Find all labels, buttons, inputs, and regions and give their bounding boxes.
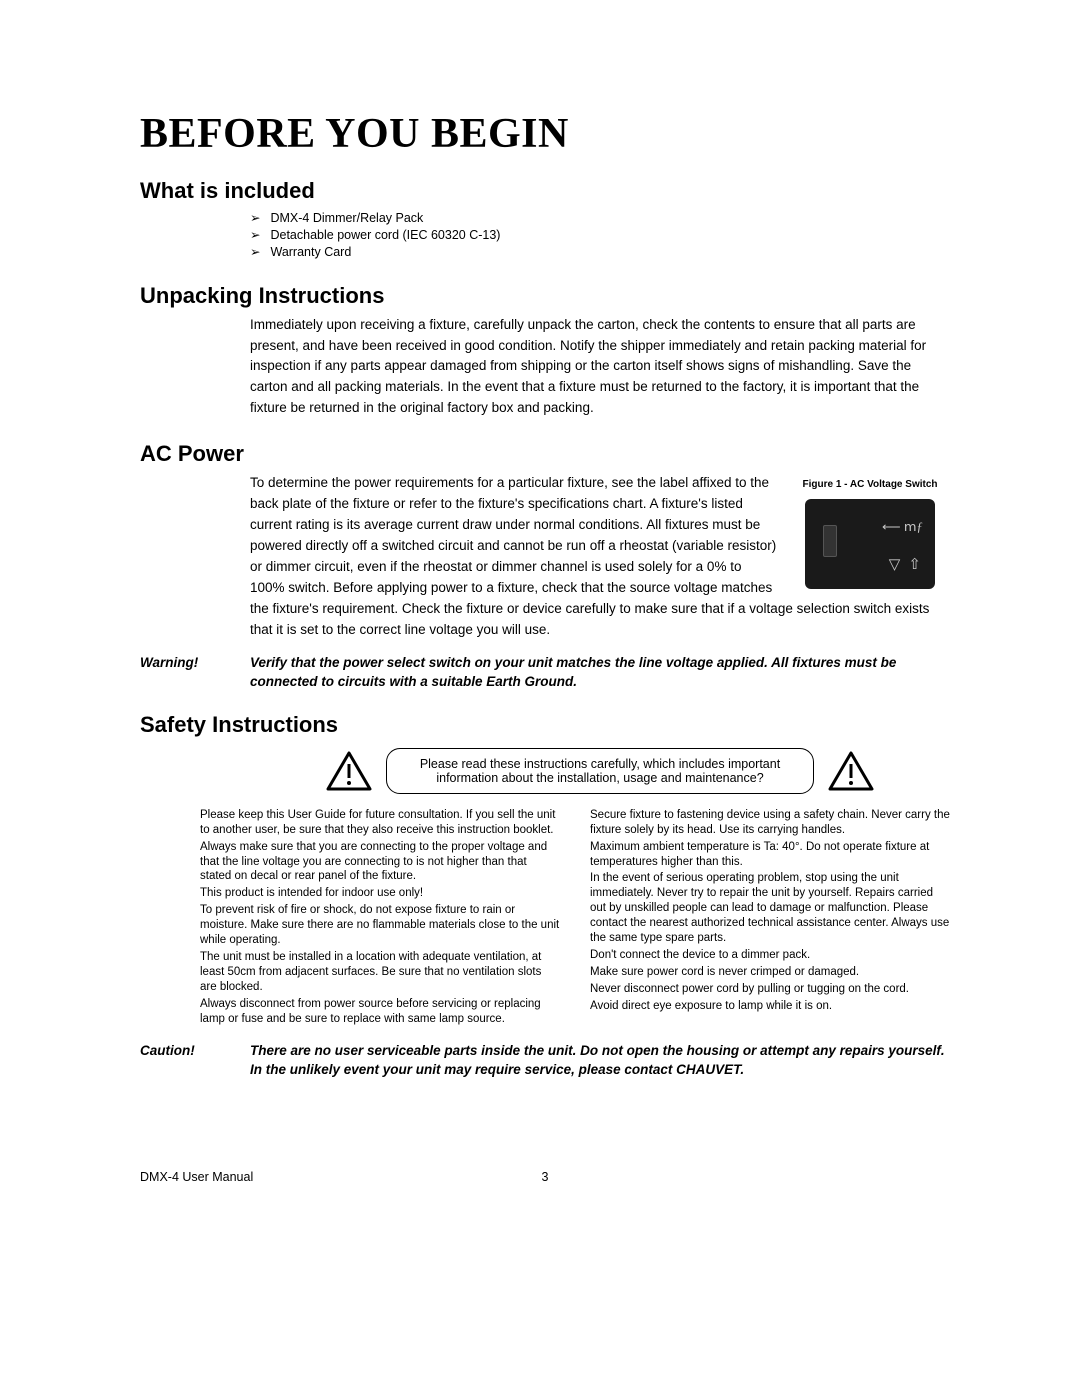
safety-item: In the event of serious operating proble… <box>590 871 950 946</box>
list-item: Warranty Card <box>250 244 950 261</box>
safety-item: Maximum ambient temperature is Ta: 40°. … <box>590 840 950 870</box>
safety-item: Always disconnect from power source befo… <box>200 997 560 1027</box>
unpacking-text: Immediately upon receiving a fixture, ca… <box>250 315 950 420</box>
safety-banner-text: Please read these instructions carefully… <box>386 748 814 794</box>
safety-item: Avoid direct eye exposure to lamp while … <box>590 999 950 1014</box>
safety-item: Please keep this User Guide for future c… <box>200 808 560 838</box>
page-footer: DMX-4 User Manual 3 <box>140 1170 950 1184</box>
safety-item: Make sure power cord is never crimped or… <box>590 965 950 980</box>
caution-text: There are no user serviceable parts insi… <box>250 1041 950 1080</box>
caution-row: Caution! There are no user serviceable p… <box>140 1041 950 1080</box>
acpower-block: Figure 1 - AC Voltage Switch ⟵ ⅿƒ ▽ ⇧ To… <box>250 473 950 640</box>
safety-item: The unit must be installed in a location… <box>200 950 560 995</box>
caution-triangle-icon <box>326 751 372 791</box>
caution-label: Caution! <box>140 1041 250 1080</box>
list-item: DMX-4 Dimmer/Relay Pack <box>250 210 950 227</box>
page-title: BEFORE YOU BEGIN <box>140 110 950 158</box>
included-list: DMX-4 Dimmer/Relay Pack Detachable power… <box>250 210 950 261</box>
safety-col-left: Please keep this User Guide for future c… <box>200 808 560 1029</box>
heading-included: What is included <box>140 178 950 204</box>
warning-row: Warning! Verify that the power select sw… <box>140 653 950 692</box>
safety-item: To prevent risk of fire or shock, do not… <box>200 903 560 948</box>
safety-item: Always make sure that you are connecting… <box>200 840 560 885</box>
caution-triangle-icon <box>828 751 874 791</box>
warning-text: Verify that the power select switch on y… <box>250 653 950 692</box>
safety-banner: Please read these instructions carefully… <box>250 748 950 794</box>
list-item: Detachable power cord (IEC 60320 C-13) <box>250 227 950 244</box>
safety-columns: Please keep this User Guide for future c… <box>200 808 950 1029</box>
heading-acpower: AC Power <box>140 441 950 467</box>
safety-item: This product is intended for indoor use … <box>200 886 560 901</box>
safety-item: Secure fixture to fastening device using… <box>590 808 950 838</box>
voltage-switch-image: ⟵ ⅿƒ ▽ ⇧ <box>805 499 935 589</box>
safety-item: Never disconnect power cord by pulling o… <box>590 982 950 997</box>
heading-safety: Safety Instructions <box>140 712 950 738</box>
figure-caption: Figure 1 - AC Voltage Switch <box>790 477 950 493</box>
footer-page-number: 3 <box>542 1170 549 1184</box>
safety-item: Don't connect the device to a dimmer pac… <box>590 948 950 963</box>
safety-col-right: Secure fixture to fastening device using… <box>590 808 950 1029</box>
heading-unpacking: Unpacking Instructions <box>140 283 950 309</box>
figure-1: Figure 1 - AC Voltage Switch ⟵ ⅿƒ ▽ ⇧ <box>790 477 950 589</box>
warning-label: Warning! <box>140 653 250 692</box>
